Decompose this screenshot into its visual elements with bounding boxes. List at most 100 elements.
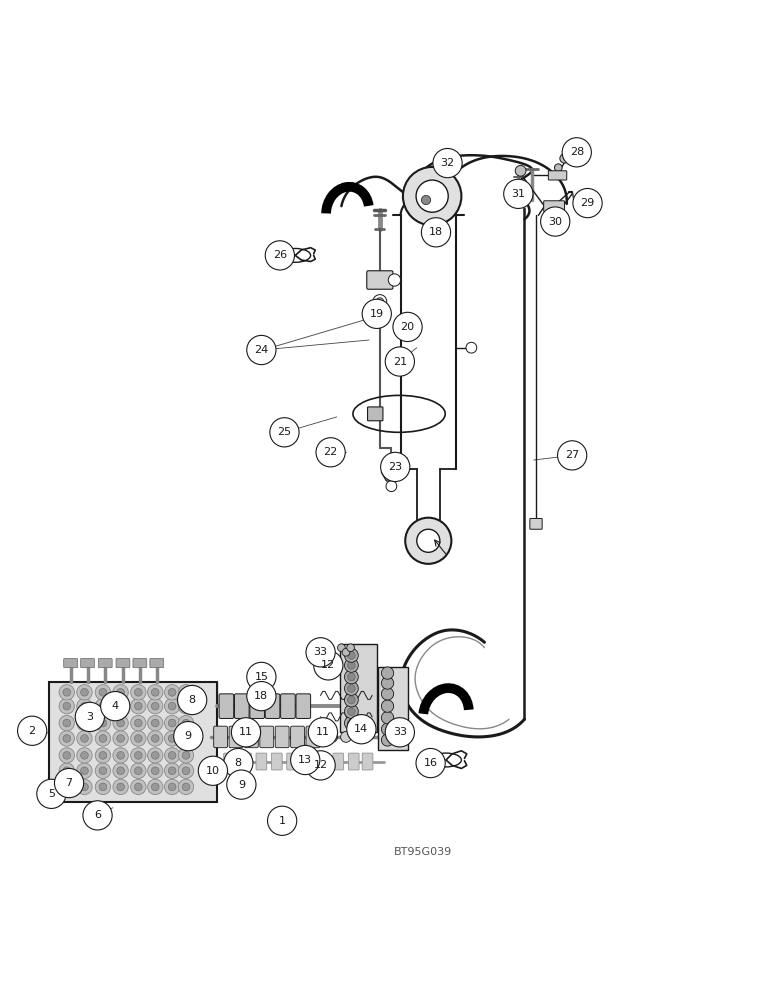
Text: 4: 4 [112, 701, 119, 711]
Circle shape [117, 702, 124, 710]
Circle shape [362, 299, 391, 328]
Circle shape [76, 763, 92, 778]
Circle shape [59, 748, 74, 763]
Circle shape [147, 779, 163, 795]
Circle shape [403, 167, 462, 225]
Circle shape [178, 685, 194, 700]
Text: 22: 22 [323, 447, 337, 457]
Circle shape [178, 763, 194, 778]
Circle shape [168, 735, 176, 742]
Circle shape [76, 715, 92, 731]
Circle shape [422, 218, 451, 247]
Text: 13: 13 [298, 755, 312, 765]
Circle shape [337, 644, 345, 652]
FancyBboxPatch shape [530, 518, 542, 529]
FancyBboxPatch shape [260, 726, 274, 748]
Circle shape [224, 748, 253, 778]
Circle shape [182, 783, 190, 791]
Circle shape [232, 718, 261, 747]
Circle shape [416, 180, 449, 212]
Text: 30: 30 [548, 217, 562, 227]
Circle shape [347, 685, 355, 692]
Circle shape [168, 752, 176, 759]
Circle shape [344, 658, 358, 672]
Circle shape [344, 682, 358, 695]
Circle shape [562, 138, 591, 167]
Circle shape [113, 685, 128, 700]
Circle shape [347, 662, 355, 669]
FancyBboxPatch shape [367, 271, 393, 289]
Circle shape [151, 752, 159, 759]
Text: 11: 11 [239, 727, 253, 737]
Circle shape [95, 779, 110, 795]
Circle shape [76, 748, 92, 763]
Circle shape [347, 719, 355, 727]
Circle shape [147, 731, 163, 746]
Circle shape [134, 688, 142, 696]
Circle shape [515, 165, 526, 176]
Text: 25: 25 [277, 427, 292, 437]
Circle shape [63, 767, 70, 775]
Circle shape [182, 719, 190, 727]
FancyBboxPatch shape [49, 682, 217, 802]
Circle shape [80, 702, 88, 710]
Circle shape [55, 768, 83, 798]
Circle shape [344, 705, 358, 718]
Circle shape [134, 752, 142, 759]
Circle shape [198, 756, 228, 785]
Text: 24: 24 [254, 345, 269, 355]
FancyBboxPatch shape [272, 753, 282, 770]
Text: 33: 33 [313, 647, 327, 657]
Circle shape [388, 274, 401, 286]
Circle shape [227, 770, 256, 799]
Circle shape [76, 685, 92, 700]
Circle shape [147, 698, 163, 714]
Circle shape [381, 712, 394, 724]
Circle shape [344, 716, 358, 730]
FancyBboxPatch shape [348, 753, 359, 770]
Circle shape [178, 748, 194, 763]
Circle shape [178, 698, 194, 714]
Circle shape [99, 752, 107, 759]
Circle shape [151, 719, 159, 727]
Text: 27: 27 [565, 450, 579, 460]
Circle shape [557, 441, 587, 470]
Circle shape [95, 731, 110, 746]
Circle shape [130, 731, 146, 746]
Text: 2: 2 [29, 726, 36, 736]
Circle shape [63, 752, 70, 759]
Circle shape [182, 767, 190, 775]
Circle shape [59, 763, 74, 778]
Circle shape [347, 708, 355, 715]
Circle shape [182, 702, 190, 710]
Circle shape [290, 745, 320, 775]
Circle shape [385, 347, 415, 376]
Circle shape [18, 716, 47, 745]
Circle shape [182, 752, 190, 759]
Circle shape [130, 748, 146, 763]
Circle shape [347, 715, 376, 744]
Circle shape [134, 719, 142, 727]
Circle shape [381, 452, 410, 482]
Circle shape [147, 763, 163, 778]
Text: BT95G039: BT95G039 [394, 847, 452, 857]
Circle shape [327, 732, 337, 742]
Circle shape [306, 751, 335, 780]
Circle shape [134, 783, 142, 791]
FancyBboxPatch shape [367, 407, 383, 421]
Text: 10: 10 [206, 766, 220, 776]
FancyBboxPatch shape [276, 726, 289, 748]
Text: 29: 29 [581, 198, 594, 208]
Circle shape [381, 734, 394, 746]
Circle shape [347, 652, 355, 659]
FancyBboxPatch shape [378, 667, 408, 750]
Circle shape [80, 767, 88, 775]
Text: 28: 28 [570, 147, 584, 157]
FancyBboxPatch shape [256, 753, 267, 770]
Text: 8: 8 [235, 758, 242, 768]
Circle shape [59, 698, 74, 714]
Circle shape [164, 715, 180, 731]
Circle shape [113, 731, 128, 746]
Circle shape [80, 735, 88, 742]
Circle shape [270, 418, 299, 447]
